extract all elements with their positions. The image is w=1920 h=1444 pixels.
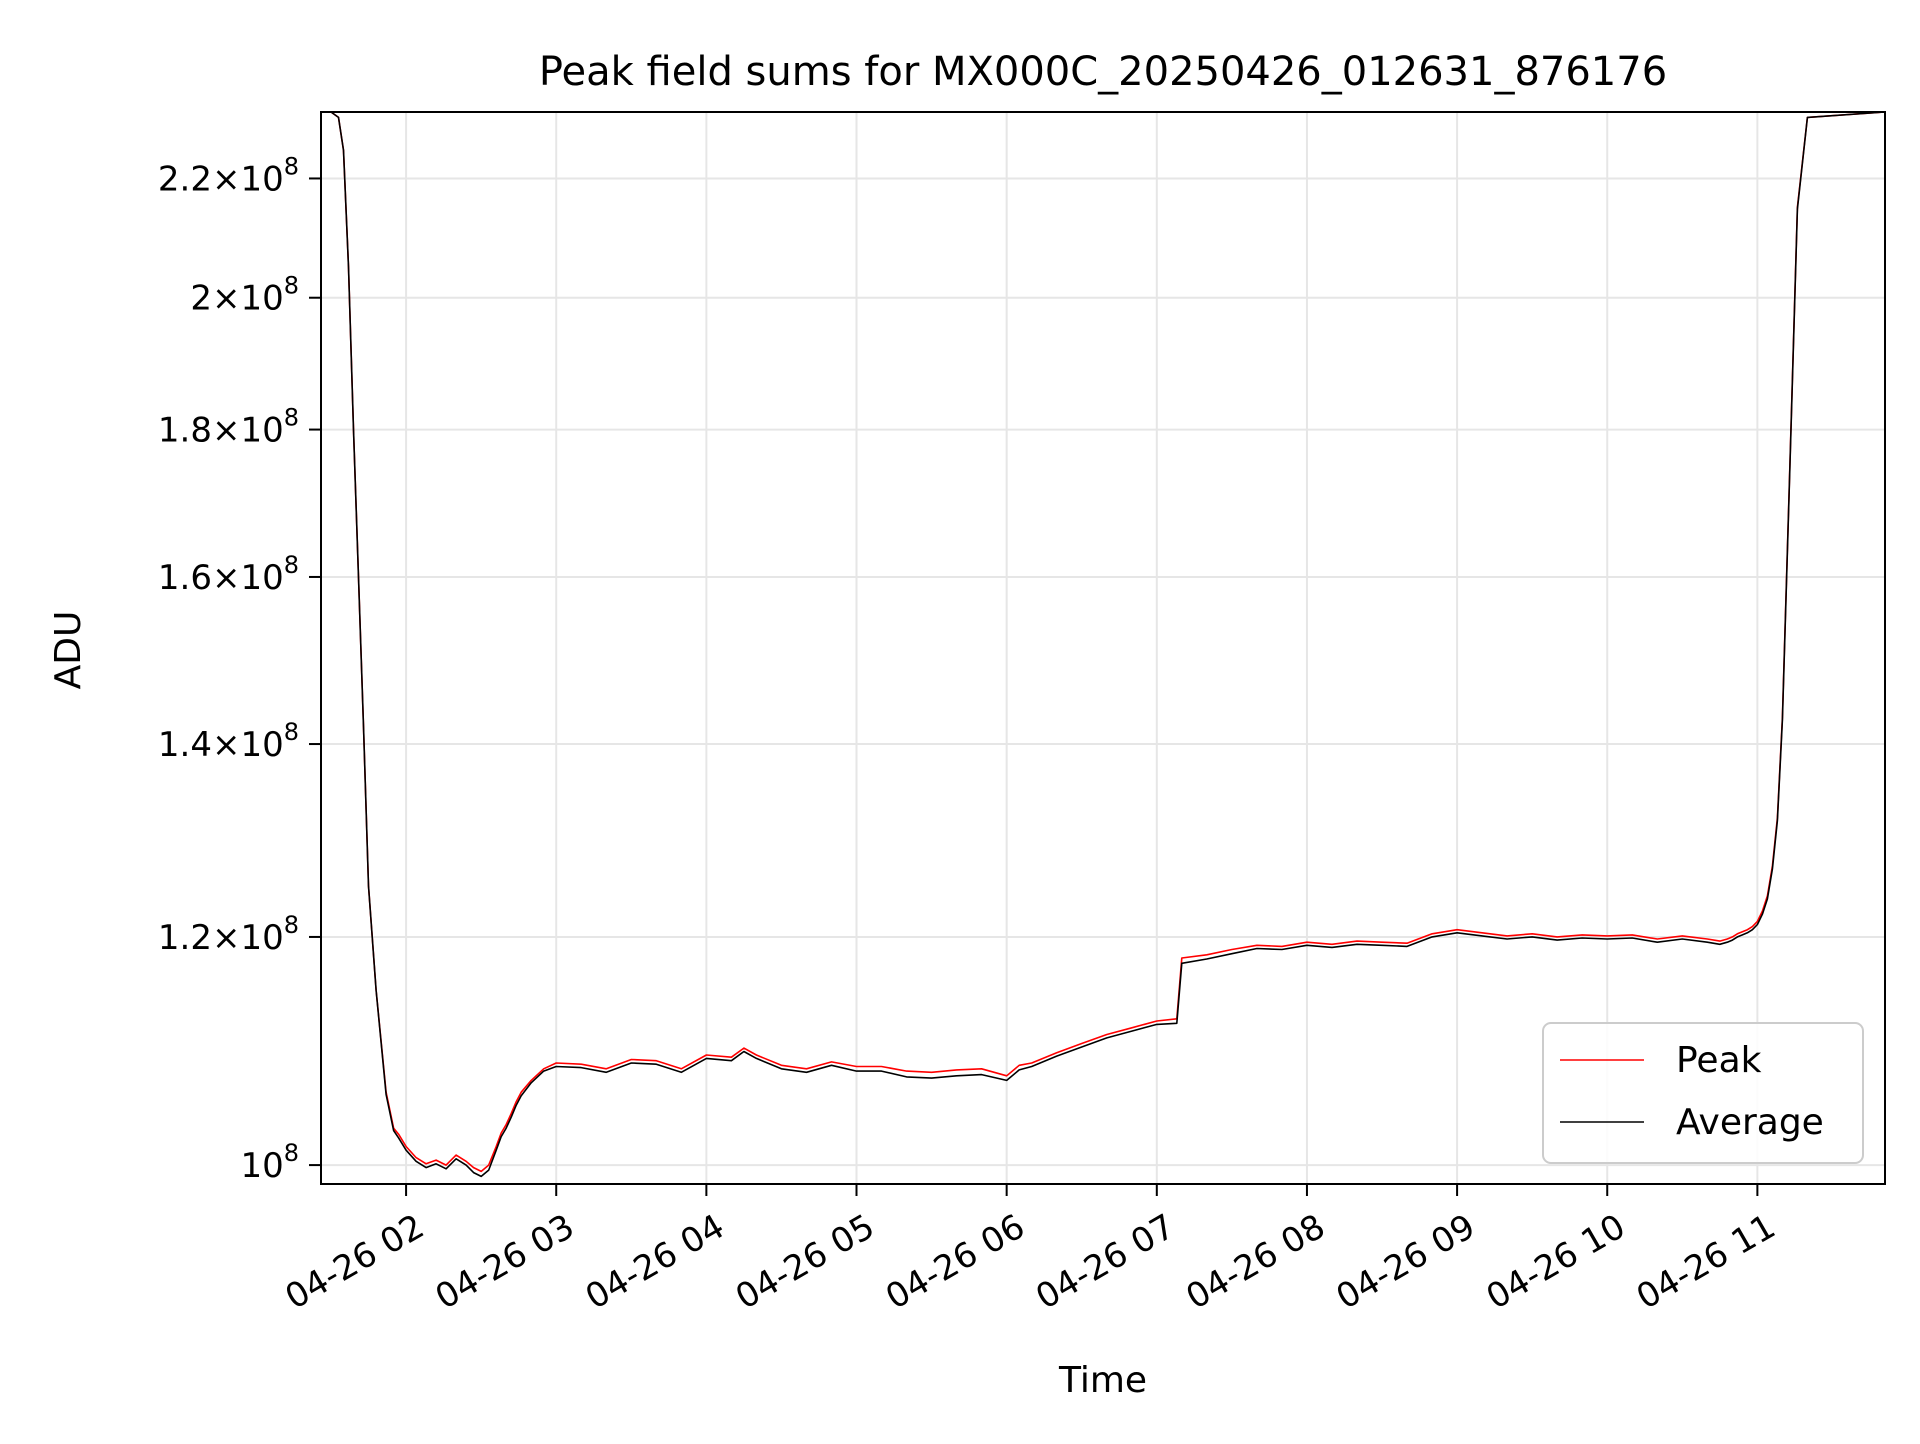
y-tick-label: 1.8×108 xyxy=(158,404,299,451)
y-tick-label: 2.2×108 xyxy=(158,152,299,199)
y-tick-label: 108 xyxy=(240,1139,299,1186)
y-tick-label: 1.4×108 xyxy=(158,718,299,765)
y-tick-label: 2×108 xyxy=(190,272,299,319)
y-tick-label: 1.2×108 xyxy=(158,911,299,958)
series-layer xyxy=(321,112,1885,1178)
grid-layer xyxy=(321,112,1885,1184)
chart-title: Peak field sums for MX000C_20250426_0126… xyxy=(539,49,1667,95)
y-tick-label: 1.6×108 xyxy=(158,551,299,598)
x-axis-label: Time xyxy=(1058,1360,1147,1401)
series-line-peak xyxy=(321,112,1885,1173)
plot-frame xyxy=(320,111,1886,1185)
legend-label-average: Average xyxy=(1676,1102,1824,1143)
legend: Peak Average xyxy=(1542,1022,1864,1164)
series-line-average xyxy=(321,112,1885,1178)
y-axis-label: ADU xyxy=(48,611,89,690)
legend-label-peak: Peak xyxy=(1676,1040,1762,1081)
legend-box xyxy=(1542,1022,1864,1164)
y-axis: 108 1.2×108 1.4×108 1.6×108 1.8×108 2×108 2.2×… xyxy=(158,152,321,1186)
